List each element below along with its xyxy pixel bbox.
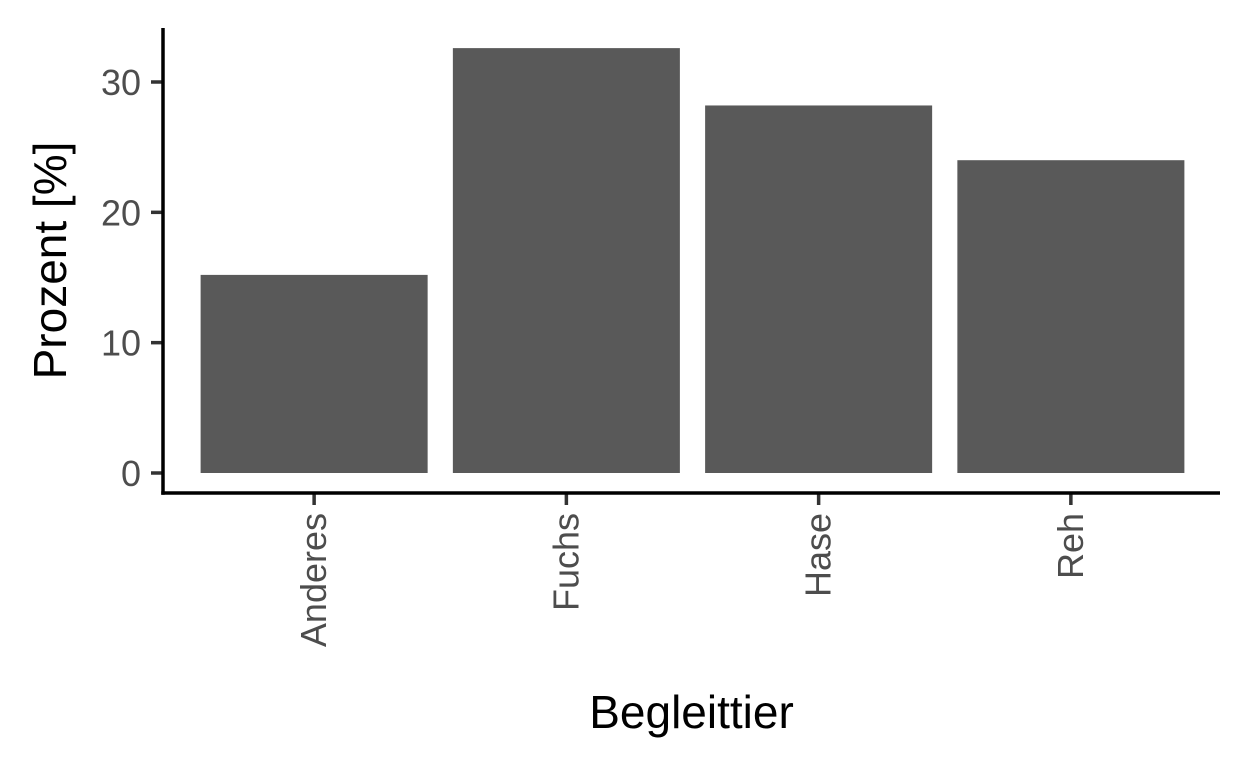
y-axis-title: Prozent [%] xyxy=(24,142,76,380)
bar-fuchs xyxy=(452,48,680,473)
bars-group xyxy=(200,48,1185,474)
x-axis-title: Begleittier xyxy=(589,686,794,738)
x-axis-ticks: Anderes Fuchs Hase Reh xyxy=(293,493,1091,647)
y-tick-label: 30 xyxy=(101,62,141,103)
bar-hase xyxy=(705,105,933,474)
x-tick-label-hase: Hase xyxy=(798,513,839,597)
x-tick-label-reh: Reh xyxy=(1050,513,1091,579)
bar-reh xyxy=(957,160,1185,473)
y-tick-label: 10 xyxy=(101,323,141,364)
y-axis-ticks: 0 10 20 30 xyxy=(101,62,163,494)
x-tick-label-fuchs: Fuchs xyxy=(545,513,586,611)
y-tick-label: 20 xyxy=(101,192,141,233)
y-tick-label: 0 xyxy=(121,453,141,494)
x-tick-label-anderes: Anderes xyxy=(293,513,334,647)
bar-anderes xyxy=(200,274,428,473)
